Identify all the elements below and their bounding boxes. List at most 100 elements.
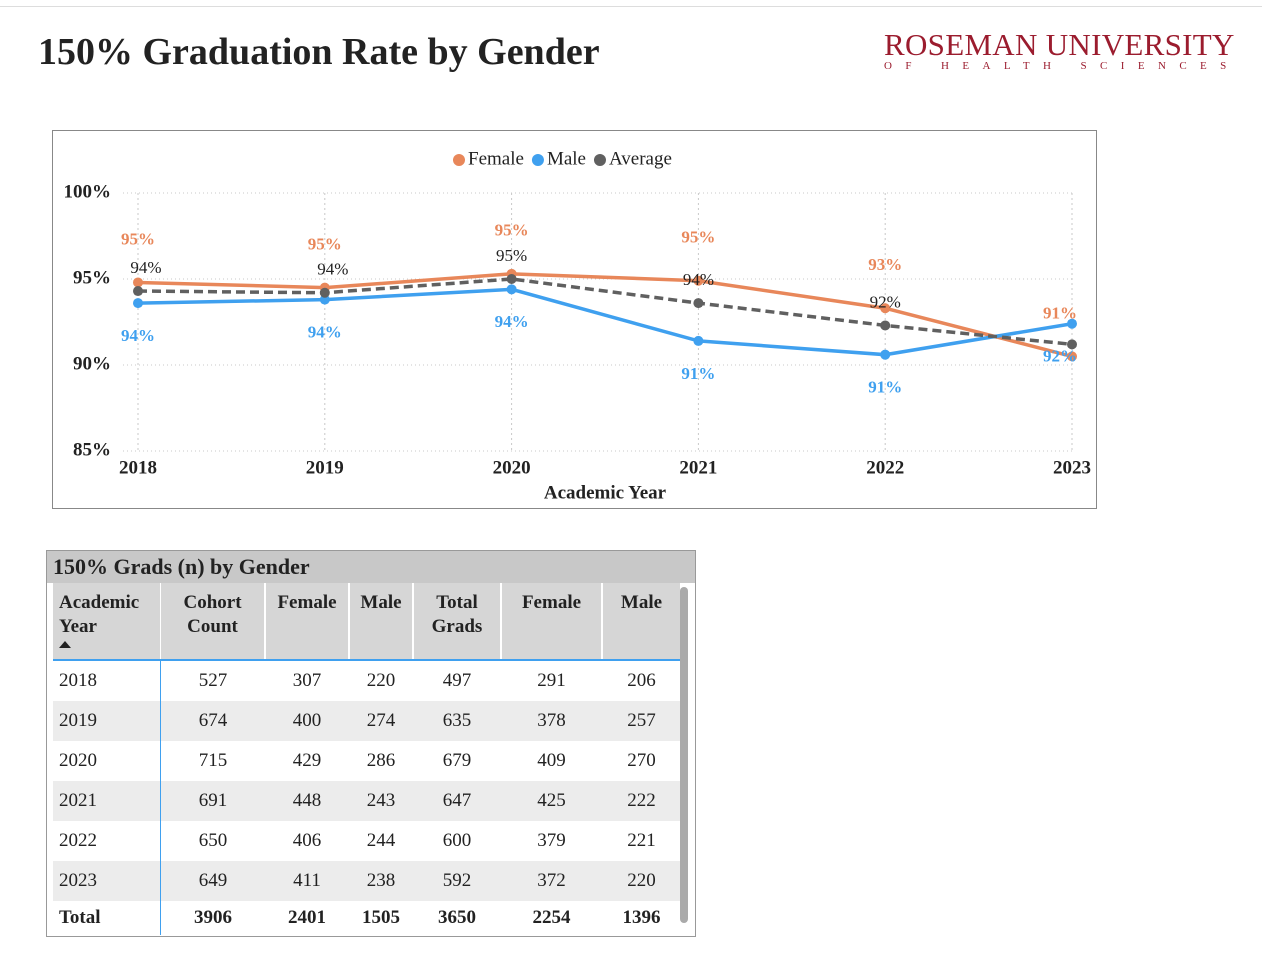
data-point: [693, 298, 704, 309]
table-row: 2019 674 400 274 635 378 257: [53, 701, 681, 741]
table-cell: 222: [602, 781, 681, 821]
column-header: Female: [265, 583, 350, 661]
data-point: [693, 275, 704, 286]
table-cell: 406: [292, 830, 322, 851]
data-label: 95%: [308, 235, 342, 254]
x-axis-title: Academic Year: [544, 482, 667, 503]
table-cell: 527: [198, 670, 228, 691]
x-tick-label: 2020: [493, 457, 531, 478]
total-cell: 3906: [194, 907, 232, 928]
table-cell: 206: [627, 670, 656, 691]
table-cell: 429: [292, 750, 322, 771]
column-header: Female: [501, 583, 603, 661]
data-label: 94%: [683, 270, 714, 289]
table-cell: 2023: [53, 861, 161, 901]
x-tick-label: 2022: [866, 457, 904, 478]
table-cell: 649: [160, 861, 265, 901]
data-point: [880, 303, 891, 314]
table-cell: 244: [366, 830, 396, 851]
table-cell: 400: [265, 701, 349, 741]
table-title: 150% Grads (n) by Gender: [47, 551, 695, 583]
column-header: Total Grads: [413, 583, 502, 661]
page-title: 150% Graduation Rate by Gender: [38, 31, 600, 73]
data-point: [1067, 351, 1077, 362]
table-cell: 647: [413, 781, 501, 821]
table-cell: 221: [627, 830, 656, 851]
legend-swatch: [453, 154, 465, 166]
legend-label: Female: [468, 148, 524, 169]
table-cell: 592: [413, 861, 501, 901]
data-point: [1067, 339, 1077, 350]
table-cell: 674: [160, 701, 265, 741]
table-row: 2022 650 406 244 600 379 221: [53, 821, 681, 861]
table-cell: 274: [349, 701, 413, 741]
data-point: [133, 298, 143, 309]
column-header: Male: [602, 583, 682, 661]
column-header: Academic Year: [53, 583, 161, 661]
chart-panel: Academic Year 85% 90% 95% 100% 2018 2019 2020 2…: [52, 130, 1097, 509]
y-tick-label: 90%: [73, 353, 111, 374]
table-cell: 2021: [53, 781, 161, 821]
data-table: Academic Year Cohort Count Female Male Total…: [53, 583, 682, 935]
data-label: 95%: [495, 221, 529, 240]
data-label: 94%: [130, 258, 161, 277]
legend-label: Average: [609, 148, 672, 169]
table-cell: 448: [265, 781, 349, 821]
data-point: [506, 274, 517, 284]
total-cell: Total: [53, 901, 161, 935]
y-tick-label: 85%: [73, 439, 111, 460]
table-cell: 378: [501, 701, 602, 741]
data-label: 94%: [121, 326, 155, 345]
table-row: 2018 527 307 220 497 291 206: [53, 660, 681, 701]
top-rule: [0, 6, 1262, 7]
data-point: [133, 277, 143, 288]
data-point: [133, 286, 143, 297]
table-row: 2023 649 411 238 592 372 220: [53, 861, 681, 901]
table-cell: 2019: [53, 701, 161, 741]
table-cell: 635: [413, 701, 501, 741]
table-cell: 691: [160, 781, 265, 821]
legend-label: Male: [547, 148, 586, 169]
table-cell: 600: [442, 830, 472, 851]
data-label: 94%: [495, 312, 529, 331]
data-label: 94%: [317, 260, 348, 279]
y-tick-label: 95%: [73, 267, 111, 288]
total-cell: 1396: [622, 907, 661, 928]
table-cell: 286: [366, 750, 396, 771]
logo: ROSEMAN UNIVERSITY: [884, 27, 1235, 62]
sort-indicator[interactable]: [59, 641, 71, 648]
scrollbar[interactable]: [680, 587, 688, 923]
data-point: [880, 320, 891, 331]
table-cell: 497: [442, 670, 472, 691]
x-tick-label: 2018: [119, 457, 157, 478]
x-tick-label: 2019: [306, 457, 344, 478]
total-cell: 2401: [288, 907, 326, 928]
table-cell: 220: [602, 861, 681, 901]
series-line: [137, 277, 1073, 347]
y-tick-label: 100%: [64, 181, 112, 202]
table-cell: 425: [501, 781, 602, 821]
table-row: 2020 715 429 286 679 409 270: [53, 741, 681, 781]
legend-swatch: [531, 154, 544, 166]
data-point: [506, 284, 517, 295]
total-cell: 1505: [362, 907, 400, 928]
data-label: 92%: [1043, 347, 1077, 366]
data-point: [693, 335, 704, 346]
table-cell: 372: [501, 861, 602, 901]
x-tick-label: 2021: [679, 457, 717, 478]
table-cell: 307: [292, 670, 322, 691]
total-cell: 3650: [438, 907, 476, 928]
data-label: 91%: [868, 378, 902, 397]
table-cell: 270: [627, 750, 656, 771]
data-label: 95%: [121, 229, 155, 248]
table-cell: 243: [349, 781, 413, 821]
table-cell: 2018: [53, 660, 161, 701]
table-cell: 257: [602, 701, 681, 741]
data-point: [319, 287, 330, 298]
legend-swatch: [593, 154, 606, 166]
table-cell: 2020: [53, 741, 161, 781]
data-point: [880, 349, 891, 360]
data-point: [319, 294, 330, 305]
series-line: [137, 287, 1073, 357]
